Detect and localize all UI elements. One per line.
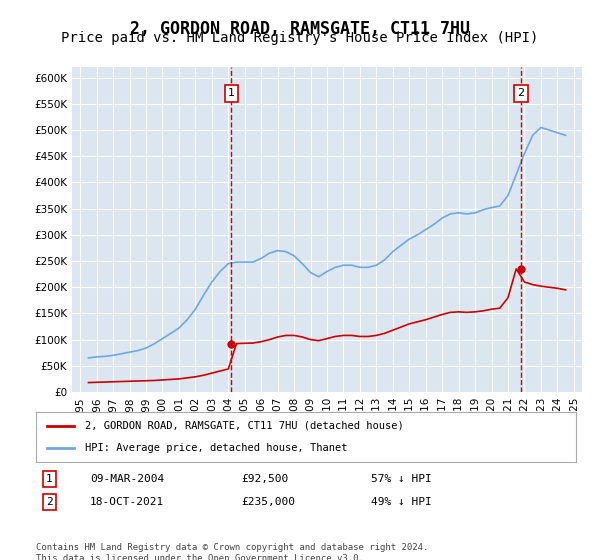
Text: £92,500: £92,500 [241, 474, 289, 484]
Text: 2: 2 [46, 497, 53, 507]
Text: 49% ↓ HPI: 49% ↓ HPI [371, 497, 431, 507]
Text: 2, GORDON ROAD, RAMSGATE, CT11 7HU (detached house): 2, GORDON ROAD, RAMSGATE, CT11 7HU (deta… [85, 421, 403, 431]
Text: 1: 1 [228, 88, 235, 98]
Text: £235,000: £235,000 [241, 497, 295, 507]
Text: Price paid vs. HM Land Registry's House Price Index (HPI): Price paid vs. HM Land Registry's House … [61, 31, 539, 45]
Text: 18-OCT-2021: 18-OCT-2021 [90, 497, 164, 507]
Text: Contains HM Land Registry data © Crown copyright and database right 2024.
This d: Contains HM Land Registry data © Crown c… [36, 543, 428, 560]
Text: 57% ↓ HPI: 57% ↓ HPI [371, 474, 431, 484]
Text: HPI: Average price, detached house, Thanet: HPI: Average price, detached house, Than… [85, 443, 347, 453]
Text: 2, GORDON ROAD, RAMSGATE, CT11 7HU: 2, GORDON ROAD, RAMSGATE, CT11 7HU [130, 20, 470, 38]
Text: 09-MAR-2004: 09-MAR-2004 [90, 474, 164, 484]
Text: 1: 1 [46, 474, 53, 484]
Text: 2: 2 [517, 88, 524, 98]
